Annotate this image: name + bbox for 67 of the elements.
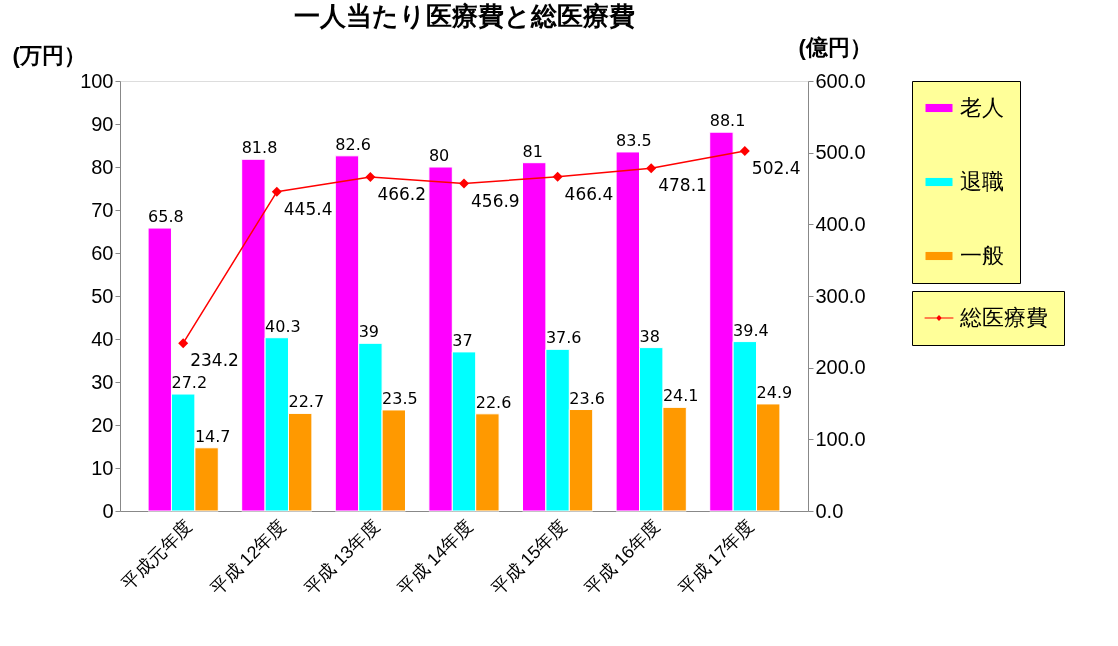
point [739, 145, 750, 156]
data-label: 24.9 [756, 382, 793, 402]
data-label: 39 [358, 322, 380, 342]
data-label: 80 [428, 146, 450, 165]
data-label: 23.6 [569, 388, 605, 408]
data-label: 466.2 [377, 183, 427, 204]
x-tick-label: 平成元年度 [118, 516, 196, 594]
y2-tick-label: 500.0 [815, 141, 866, 164]
legend-label: 総医療費 [959, 305, 1048, 330]
y-tick-label: 20 [91, 413, 114, 436]
data-label: 478.1 [658, 175, 707, 196]
point [552, 171, 563, 182]
data-label: 37 [452, 330, 473, 350]
point [459, 178, 469, 189]
data-label: 40.3 [265, 316, 301, 336]
y-tick-label: 50 [91, 284, 114, 307]
data-label: 456.9 [471, 190, 520, 211]
x-tick-label: 平成 12年度 [206, 516, 290, 599]
data-label: 83.5 [616, 130, 652, 150]
x-tick-label: 平成 14年度 [393, 516, 477, 599]
data-label: 466.4 [564, 183, 614, 204]
chart-title: 一人当たり医療費と総医療費 [293, 1, 635, 31]
data-label: 37.6 [545, 328, 582, 348]
y2-tick-label: 200.0 [815, 356, 866, 379]
data-label: 22.7 [288, 392, 325, 412]
data-label: 22.6 [475, 392, 512, 412]
data-label: 82.6 [335, 134, 371, 154]
data-label: 14.7 [194, 426, 231, 446]
y-tick-label: 70 [91, 198, 114, 221]
y-tick-label: 100 [80, 69, 114, 92]
x-tick-label: 平成 13年度 [300, 516, 384, 599]
y2-tick-label: 100.0 [815, 427, 866, 450]
data-label: 81 [522, 141, 543, 161]
data-label: 38 [639, 326, 660, 346]
data-label: 39.4 [733, 320, 769, 340]
y-tick-label: 80 [91, 155, 114, 178]
point [365, 171, 376, 182]
y-tick-label: 60 [91, 241, 114, 264]
x-tick-label: 平成 15年度 [487, 516, 571, 599]
y-tick-label: 0 [102, 499, 114, 522]
data-label: 81.8 [241, 138, 278, 158]
y-tick-label: 10 [91, 456, 114, 479]
x-tick-label: 平成 16年度 [581, 516, 664, 599]
point [646, 163, 657, 174]
data-label: 23.5 [382, 388, 418, 408]
y2-axis-title: (億円） [798, 34, 872, 60]
y2-tick-label: 300.0 [815, 284, 866, 307]
legend-label: 退職 [960, 169, 1004, 194]
y2-tick-label: 0.0 [815, 499, 844, 522]
y-axis-title: (万円） [12, 42, 86, 68]
x-tick-label: 平成 17年度 [674, 516, 758, 599]
data-label: 27.2 [171, 373, 208, 393]
legend-label: 老人 [960, 95, 1004, 120]
point [178, 338, 189, 349]
data-label: 445.4 [283, 198, 333, 219]
data-label: 88.1 [709, 111, 746, 131]
point [271, 186, 282, 197]
data-label: 24.1 [662, 386, 699, 406]
y-tick-label: 30 [91, 370, 114, 393]
data-label: 234.2 [190, 350, 239, 371]
y2-tick-label: 600.0 [815, 69, 866, 92]
y2-tick-label: 400.0 [815, 212, 866, 235]
data-label: 502.4 [751, 157, 801, 178]
y-tick-label: 90 [91, 112, 114, 135]
legend-label: 一般 [960, 243, 1004, 268]
y-tick-label: 40 [91, 327, 114, 350]
data-label: 65.8 [148, 207, 184, 227]
